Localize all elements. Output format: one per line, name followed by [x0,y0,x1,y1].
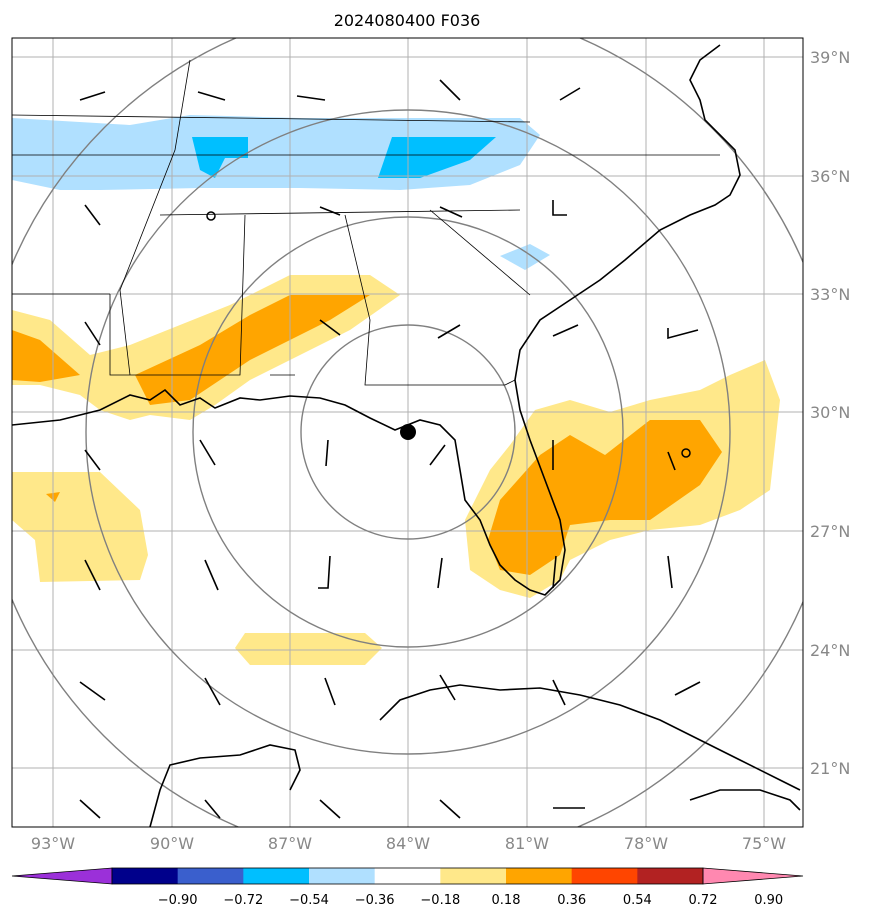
colorbar-segment [112,868,179,884]
colorbar-tick-label: 0.54 [623,893,652,908]
lat-label: 39°N [810,48,850,67]
colorbar-tick-label: −0.18 [420,893,460,908]
map-title: 2024080400 F036 [334,11,481,30]
lon-label: 78°W [624,834,668,853]
lat-label: 36°N [810,167,850,186]
colorbar-tick-label: −0.72 [223,893,263,908]
colorbar-tick-label: −0.36 [355,893,395,908]
lon-label: 84°W [386,834,430,853]
colorbar-extension-high [702,867,804,885]
shaded-anomaly [12,115,780,665]
colorbar-tick-label: 0.72 [689,893,718,908]
latitude-labels: 39°N 36°N 33°N 30°N 27°N 24°N 21°N [810,48,850,778]
colorbar-extension-low [11,867,113,885]
colorbar-segment [440,868,507,884]
colorbar-tick-label: 0.36 [557,893,586,908]
longitude-labels: 93°W 90°W 87°W 84°W 81°W 78°W 75°W [31,834,786,853]
colorbar-tick-label: −0.54 [289,893,329,908]
lat-label: 30°N [810,403,850,422]
colorbar: −0.90 −0.72 −0.54 −0.36 −0.18 0.18 0.36 0.54 0.7… [11,867,804,908]
colorbar-segment [374,868,441,884]
range-rings [12,38,803,827]
colorbar-tick-label: 0.90 [754,893,783,908]
lon-label: 90°W [150,834,194,853]
lon-label: 87°W [268,834,312,853]
lon-label: 81°W [505,834,549,853]
colorbar-segment [243,868,310,884]
colorbar-segment [571,868,638,884]
lat-label: 21°N [810,759,850,778]
colorbar-frame [111,867,704,885]
wind-barbs [79,79,701,819]
lon-label: 93°W [31,834,75,853]
colorbar-segment [637,868,704,884]
lat-label: 24°N [810,641,850,660]
colorbar-tick-label: −0.90 [158,893,198,908]
state-borders [12,59,720,386]
colorbar-segment [506,868,573,884]
open-circle-marker [681,448,691,458]
colorbar-tick-label: 0.18 [492,893,521,908]
lat-label: 27°N [810,522,850,541]
colorbar-segment [309,868,376,884]
lat-label: 33°N [810,285,850,304]
coastlines [12,44,801,827]
lon-label: 75°W [742,834,786,853]
colorbar-segment [177,868,244,884]
open-circle-marker [206,211,216,221]
map-area [12,38,803,827]
map-frame [11,37,804,828]
center-marker [400,424,416,440]
